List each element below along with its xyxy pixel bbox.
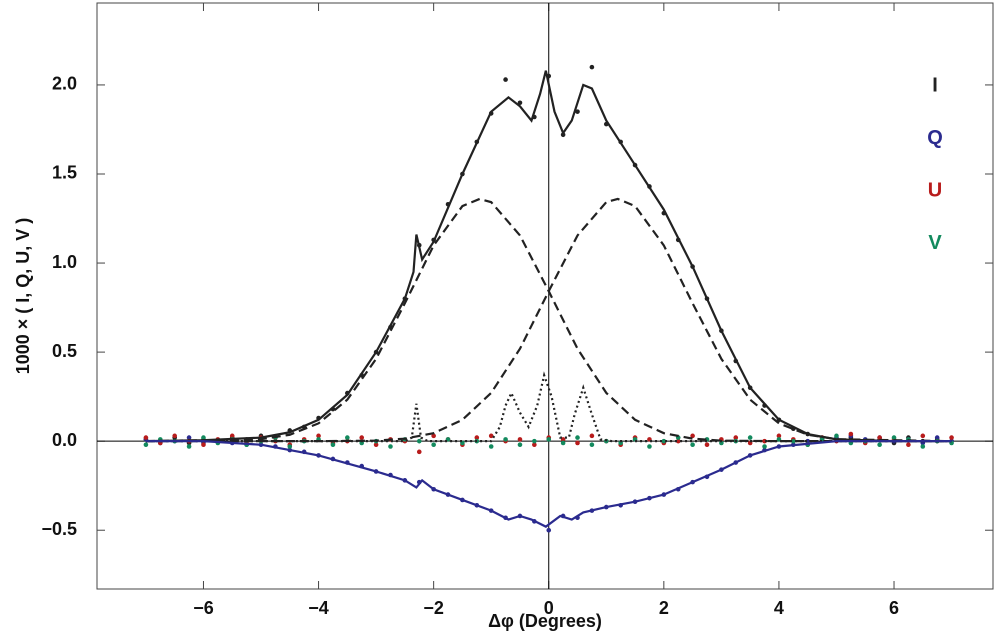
data-point <box>345 435 350 440</box>
data-point <box>834 433 839 439</box>
data-point <box>316 433 321 439</box>
data-point <box>517 437 523 442</box>
data-point <box>906 442 911 448</box>
y-tick-label: 0.0 <box>52 430 77 450</box>
data-point <box>330 442 336 448</box>
data-point <box>546 527 552 533</box>
y-tick-label: 1.0 <box>52 252 77 272</box>
data-point <box>431 442 436 448</box>
data-point <box>186 435 192 440</box>
data-point <box>416 438 422 444</box>
data-point <box>503 77 508 82</box>
data-point <box>776 433 782 439</box>
data-point <box>589 64 595 70</box>
data-point <box>805 438 811 444</box>
x-tick-label: 4 <box>774 598 784 618</box>
data-point <box>661 438 667 444</box>
data-point <box>416 449 422 455</box>
fit-line <box>145 371 952 443</box>
x-tick-label: −4 <box>308 598 329 618</box>
data-point <box>503 437 508 442</box>
x-tick-label: −6 <box>193 598 214 618</box>
data-point <box>229 433 235 439</box>
data-point <box>517 100 523 106</box>
data-point <box>359 435 365 440</box>
data-point <box>762 444 767 449</box>
data-point <box>747 435 753 440</box>
data-point <box>488 444 494 449</box>
x-tick-label: 6 <box>889 598 899 618</box>
legend-entry: V <box>928 232 942 254</box>
data-point <box>546 437 552 442</box>
data-point <box>388 444 393 449</box>
legend-entry: I <box>932 74 938 96</box>
data-point <box>532 442 537 448</box>
y-tick-label: 1.5 <box>52 163 77 183</box>
data-point <box>877 435 882 440</box>
data-point <box>934 435 940 440</box>
fit-line <box>145 197 952 443</box>
x-axis-title: Δφ (Degrees) <box>488 611 602 631</box>
data-point <box>517 442 523 448</box>
data-point <box>920 433 926 439</box>
fit-line <box>145 70 952 443</box>
y-tick-label: 2.0 <box>52 74 77 94</box>
x-tick-label: −2 <box>423 598 444 618</box>
data-point <box>560 440 566 446</box>
y-tick-label: −0.5 <box>41 519 77 539</box>
data-point <box>143 435 149 440</box>
y-tick-label: 0.5 <box>52 341 77 361</box>
data-point <box>143 442 149 448</box>
data-point <box>201 435 206 440</box>
data-point <box>575 440 580 446</box>
data-point <box>431 433 436 439</box>
data-point <box>791 438 796 444</box>
data-point <box>532 438 537 444</box>
data-point <box>733 435 739 440</box>
data-point <box>575 435 580 440</box>
data-point <box>675 438 681 444</box>
data-point <box>373 442 379 448</box>
data-point <box>920 444 926 449</box>
data-point <box>474 435 480 440</box>
data-point <box>488 433 494 439</box>
data-point <box>877 442 882 448</box>
plot-frame <box>96 2 994 590</box>
data-point <box>589 442 595 448</box>
data-point <box>172 433 177 439</box>
data-point <box>287 444 293 449</box>
data-point <box>690 442 695 448</box>
data-point <box>891 435 897 440</box>
data-point <box>704 442 710 448</box>
fit-line <box>145 197 952 443</box>
data-point <box>560 437 566 442</box>
data-point <box>575 109 580 114</box>
data-point <box>848 431 854 437</box>
data-point <box>690 433 695 439</box>
data-point <box>949 435 954 440</box>
data-point <box>186 444 192 449</box>
x-tick-label: 0 <box>544 598 554 618</box>
legend-entry: Q <box>927 127 943 149</box>
x-tick-label: 2 <box>659 598 669 618</box>
data-point <box>762 438 767 444</box>
data-point <box>647 444 652 449</box>
data-point <box>589 433 595 439</box>
data-point <box>201 442 206 448</box>
legend-entry: U <box>928 179 942 201</box>
fit-line <box>145 440 952 528</box>
y-axis-title: 1000 × ( I, Q, U, V ) <box>13 218 33 375</box>
